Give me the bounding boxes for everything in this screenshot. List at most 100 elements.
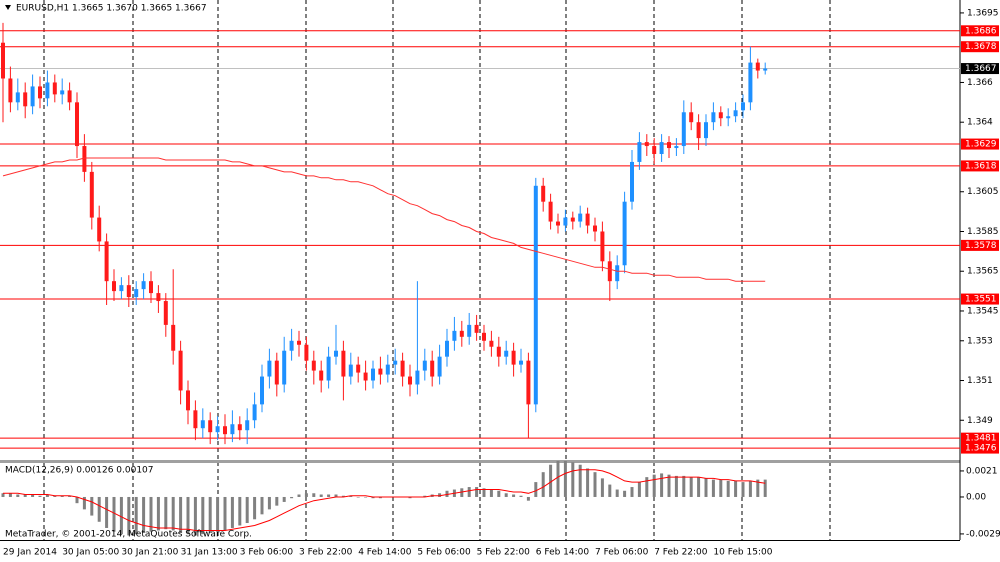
y-tick-label: 1.349 bbox=[967, 416, 993, 426]
current-price-label: 1.3667 bbox=[965, 64, 997, 74]
macd-bar bbox=[267, 496, 271, 510]
macd-bar bbox=[149, 496, 153, 532]
macd-bar bbox=[341, 495, 345, 497]
macd-bar bbox=[97, 496, 101, 522]
candle-body bbox=[607, 261, 612, 282]
candle-body bbox=[89, 171, 94, 218]
macd-bar bbox=[711, 479, 715, 497]
y-tick-label: -0.00298 bbox=[966, 529, 1000, 539]
candle-body bbox=[134, 289, 139, 298]
candle-body bbox=[496, 346, 501, 357]
macd-bar bbox=[645, 477, 649, 497]
candle-body bbox=[570, 217, 575, 222]
macd-bar bbox=[68, 495, 72, 497]
candle-body bbox=[637, 142, 642, 162]
candle-body bbox=[445, 340, 449, 357]
macd-bar bbox=[763, 479, 767, 497]
candle-body bbox=[97, 217, 102, 242]
macd-bar bbox=[467, 487, 471, 497]
macd-bar bbox=[134, 496, 138, 535]
candle-body bbox=[541, 185, 546, 202]
macd-bar bbox=[556, 461, 560, 497]
candle-body bbox=[112, 281, 116, 292]
candle-body bbox=[659, 142, 664, 154]
macd-bar bbox=[667, 474, 671, 497]
level-label: 1.3686 bbox=[965, 26, 997, 36]
candle-body bbox=[415, 370, 420, 385]
level-label: 1.3481 bbox=[965, 434, 997, 444]
title-arrow bbox=[5, 5, 11, 10]
candle-body bbox=[119, 285, 124, 292]
candle-body bbox=[15, 92, 20, 103]
macd-bar bbox=[364, 496, 368, 498]
candle-body bbox=[75, 102, 79, 147]
candle-body bbox=[378, 368, 383, 375]
candle-body bbox=[171, 324, 176, 351]
candle-body bbox=[319, 370, 324, 381]
level-tag bbox=[961, 25, 999, 37]
candle-body bbox=[297, 340, 301, 345]
macd-bar bbox=[460, 488, 464, 497]
macd-bar bbox=[519, 495, 523, 497]
macd-bar bbox=[282, 496, 286, 502]
watermark: MetaTrader, © 2001-2014, MetaQuotes Soft… bbox=[5, 530, 252, 540]
candle-body bbox=[711, 112, 716, 123]
x-tick-label: 3 Feb 22:00 bbox=[299, 548, 353, 558]
candle-body bbox=[467, 324, 472, 337]
candle-body bbox=[334, 350, 338, 357]
macd-bar bbox=[223, 496, 227, 531]
macd-bar bbox=[438, 493, 442, 497]
moving-average bbox=[2, 157, 766, 282]
candle-body bbox=[578, 213, 583, 222]
macd-bar bbox=[260, 496, 264, 515]
candle-body bbox=[289, 340, 294, 351]
candle-body bbox=[755, 62, 760, 71]
macd-bar bbox=[216, 496, 220, 532]
macd-bar bbox=[423, 495, 427, 497]
x-tick-label: 3 Feb 06:00 bbox=[240, 548, 294, 558]
candle-body bbox=[67, 90, 72, 103]
candle-body bbox=[459, 330, 464, 337]
macd-bar bbox=[408, 496, 412, 499]
macd-bar bbox=[504, 493, 508, 497]
macd-bar bbox=[637, 482, 641, 497]
macd-bar bbox=[378, 496, 382, 499]
macd-bar bbox=[193, 496, 197, 536]
candle-body bbox=[23, 92, 28, 107]
level-label: 1.3578 bbox=[965, 241, 997, 251]
candle-body bbox=[482, 332, 486, 341]
candle-body bbox=[622, 201, 627, 266]
macd-bar bbox=[171, 496, 175, 531]
candle-body bbox=[644, 142, 649, 147]
macd-bar bbox=[734, 480, 738, 497]
candle-body bbox=[326, 356, 331, 381]
candle-body bbox=[348, 364, 353, 377]
candle-body bbox=[452, 330, 457, 341]
macd-bar bbox=[334, 494, 338, 497]
macd-bar bbox=[45, 494, 49, 497]
candle-body bbox=[681, 112, 686, 147]
candle-body bbox=[585, 213, 590, 226]
macd-bar bbox=[630, 487, 634, 497]
candle-body bbox=[704, 122, 708, 139]
macd-bar bbox=[1, 493, 5, 497]
candle-body bbox=[82, 146, 87, 172]
level-tag bbox=[961, 41, 999, 53]
y-tick-label: 1.3585 bbox=[967, 227, 999, 237]
macd-bar bbox=[489, 489, 493, 497]
candle-body bbox=[726, 116, 731, 119]
macd-bar bbox=[16, 494, 20, 497]
candle-body bbox=[400, 360, 405, 377]
macd-bar bbox=[349, 495, 353, 497]
macd-bar bbox=[8, 493, 12, 497]
macd-bar bbox=[475, 487, 479, 497]
macd-bar bbox=[578, 464, 582, 497]
macd-bar bbox=[90, 496, 94, 516]
y-tick-label: 1.3565 bbox=[967, 267, 999, 277]
candle-body bbox=[548, 201, 553, 222]
level-tag bbox=[961, 293, 999, 305]
macd-bar bbox=[31, 494, 35, 497]
candle-body bbox=[371, 368, 375, 381]
candle-body bbox=[237, 424, 242, 431]
macd-bar bbox=[623, 490, 627, 497]
